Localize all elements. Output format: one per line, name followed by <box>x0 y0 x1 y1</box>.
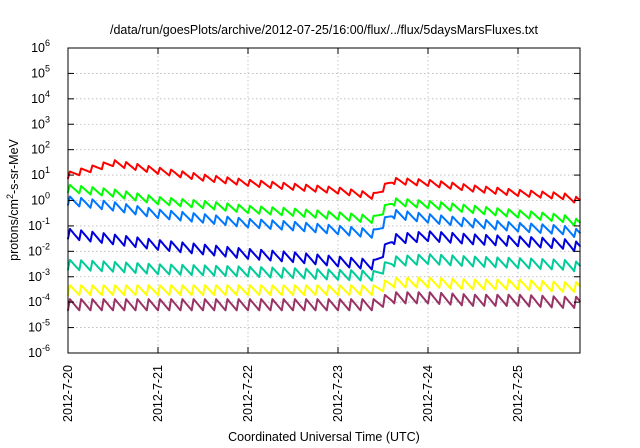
y-axis-label-rest: -s-sr-MeV <box>7 138 21 194</box>
x-axis: 2012-7-20 2012-7-21 2012-7-22 2012-7-23 2012… <box>61 48 525 422</box>
y-tick-label: 10-2 <box>28 241 50 258</box>
chart-title: /data/run/goesPlots/archive/2012-07-25/1… <box>110 23 539 37</box>
y-tick-exponent: -6 <box>42 343 50 353</box>
y-tick-base: 10 <box>31 194 45 208</box>
y-tick-base: 10 <box>28 270 42 284</box>
series-group <box>67 159 581 312</box>
series-line-6 <box>67 276 581 297</box>
x-axis-label: Coordinated Universal Time (UTC) <box>228 430 420 444</box>
y-tick-base: 10 <box>31 143 45 157</box>
y-tick-label: 106 <box>31 38 50 55</box>
y-tick-base: 10 <box>31 117 45 131</box>
y-tick-label: 100 <box>31 191 50 208</box>
y-tick-exponent: 0 <box>45 191 50 201</box>
x-tick-label: 2012-7-25 <box>511 365 525 422</box>
series-line-7 <box>67 291 581 312</box>
y-tick-label: 104 <box>31 89 50 106</box>
series-line-1 <box>67 159 581 204</box>
y-tick-label: 101 <box>31 165 50 182</box>
y-tick-label: 10-1 <box>28 216 50 233</box>
y-tick-exponent: 4 <box>45 89 50 99</box>
x-tick-label: 2012-7-23 <box>331 365 345 422</box>
y-tick-exponent: 5 <box>45 63 50 73</box>
y-axis-label-base: protons/cm <box>7 199 21 261</box>
y-tick-base: 10 <box>31 66 45 80</box>
y-tick-base: 10 <box>28 346 42 360</box>
series-line-3 <box>67 195 581 239</box>
grid <box>68 48 580 353</box>
y-axis-label-sup: 2 <box>5 194 15 199</box>
series-line-4 <box>67 227 581 271</box>
x-tick-label: 2012-7-21 <box>151 365 165 422</box>
y-tick-base: 10 <box>28 295 42 309</box>
y-tick-base: 10 <box>28 244 42 258</box>
y-tick-exponent: -3 <box>42 267 50 277</box>
y-tick-exponent: -5 <box>42 318 50 328</box>
y-axis: 10-610-510-410-310-210-11001011021031041… <box>28 38 580 360</box>
y-axis-label: protons/cm2-s-sr-MeV <box>5 138 21 260</box>
x-tick-label: 2012-7-20 <box>61 365 75 422</box>
y-tick-label: 105 <box>31 63 50 80</box>
y-tick-base: 10 <box>31 92 45 106</box>
series-line-5 <box>67 253 581 282</box>
y-tick-exponent: -1 <box>42 216 50 226</box>
y-tick-exponent: 1 <box>45 165 50 175</box>
y-tick-label: 102 <box>31 140 50 157</box>
y-tick-exponent: -4 <box>42 292 50 302</box>
y-tick-exponent: -2 <box>42 241 50 251</box>
y-tick-base: 10 <box>31 168 45 182</box>
y-tick-label: 10-3 <box>28 267 50 284</box>
y-tick-label: 10-4 <box>28 292 50 309</box>
y-tick-label: 10-6 <box>28 343 50 360</box>
y-tick-exponent: 2 <box>45 140 50 150</box>
y-tick-base: 10 <box>31 41 45 55</box>
y-tick-exponent: 3 <box>45 114 50 124</box>
y-tick-label: 103 <box>31 114 50 131</box>
x-tick-label: 2012-7-22 <box>241 365 255 422</box>
y-tick-base: 10 <box>28 321 42 335</box>
series-line-2 <box>67 183 581 227</box>
y-tick-label: 10-5 <box>28 318 50 335</box>
x-tick-label: 2012-7-24 <box>421 365 435 422</box>
y-tick-exponent: 6 <box>45 38 50 48</box>
y-tick-base: 10 <box>28 219 42 233</box>
